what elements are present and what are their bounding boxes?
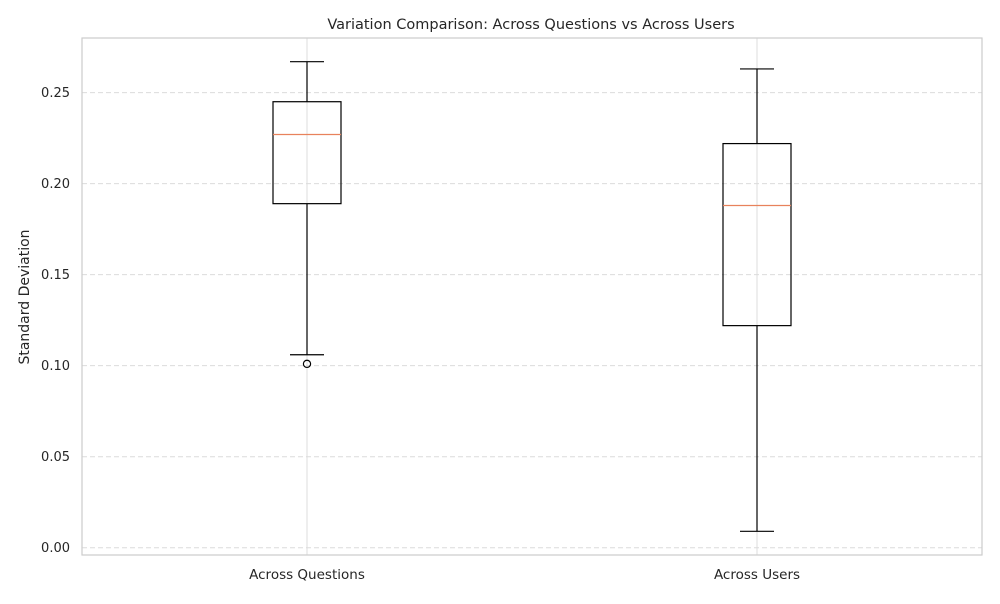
outlier-point xyxy=(302,359,312,369)
plot-frame xyxy=(81,37,983,556)
y-axis-label: Standard Deviation xyxy=(17,229,33,364)
plot-background xyxy=(82,38,982,555)
box-iqr xyxy=(722,142,792,327)
y-tick-label: 0.00 xyxy=(41,541,70,556)
y-tick-label: 0.05 xyxy=(41,450,70,465)
x-category-label: Across Questions xyxy=(249,567,365,583)
y-tick-label: 0.15 xyxy=(41,268,70,283)
plot-area: 0.00 0.05 0.10 0.15 0.20 0.25 Across Questions… xyxy=(41,37,983,583)
chart-title: Variation Comparison: Across Questions v… xyxy=(327,17,734,33)
y-tick-label: 0.10 xyxy=(41,359,70,374)
box-iqr xyxy=(272,101,342,205)
x-category-label: Across Users xyxy=(714,567,800,583)
y-tick-label: 0.20 xyxy=(41,177,70,192)
y-tick-label: 0.25 xyxy=(41,86,70,101)
